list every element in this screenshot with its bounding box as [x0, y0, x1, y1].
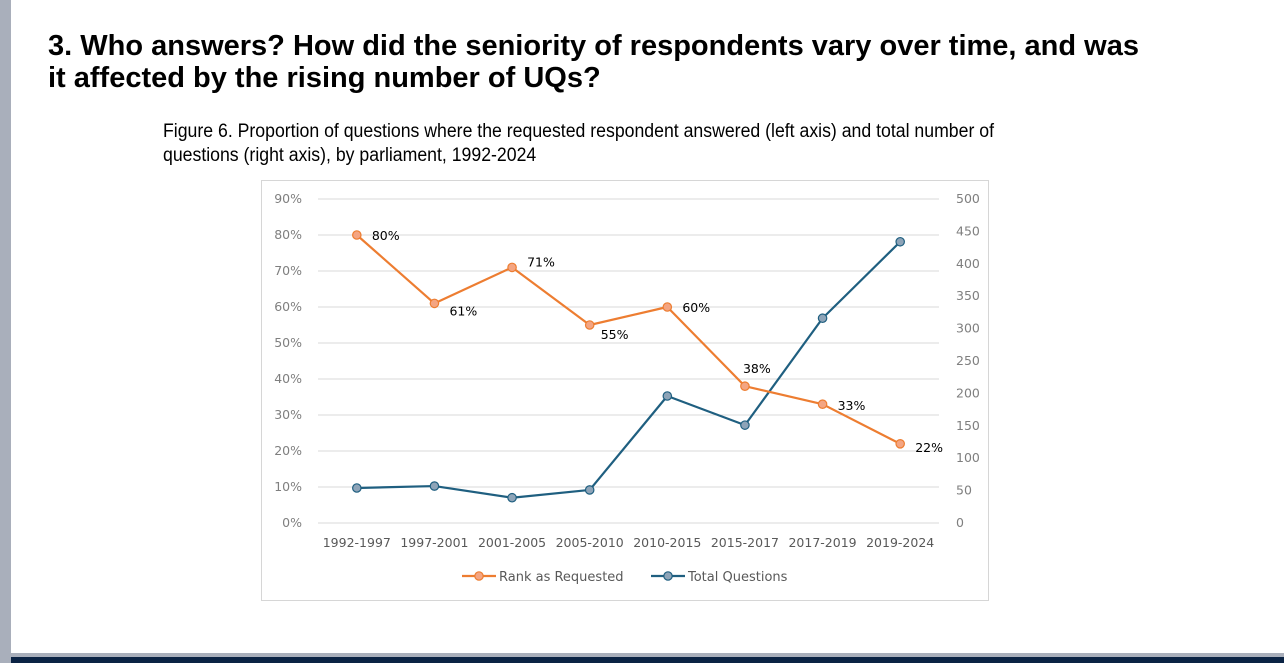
right-axis-tick-label: 400: [956, 256, 980, 271]
right-axis-tick-label: 350: [956, 288, 980, 303]
data-label: 33%: [838, 398, 866, 413]
total-questions-point: [584, 485, 595, 495]
total-questions-point: [662, 391, 673, 401]
total-questions-point: [429, 481, 440, 491]
legend-label: Total Questions: [687, 570, 788, 585]
total-questions-line: [356, 240, 901, 499]
total-questions-point: [352, 483, 362, 493]
legend-marker-icon: [474, 571, 484, 581]
left-axis-tick-label: 30%: [274, 407, 302, 422]
line-chart: 0% 10% 20% 30% 40% 50% 60% 70% 80% 90% 0 50 100 150 2…: [274, 191, 980, 585]
x-axis-tick-label: 2005-2010: [556, 535, 624, 550]
rank-as-requested-point: [507, 262, 517, 273]
left-axis-ticks: 0% 10% 20% 30% 40% 50% 60% 70% 80% 90%: [274, 191, 302, 530]
legend-label: Rank as Requested: [499, 570, 624, 585]
rank-as-requested-point: [895, 438, 905, 449]
left-axis-tick-label: 40%: [274, 371, 302, 386]
series-rank-as-requested: [352, 230, 905, 449]
total-questions-point: [507, 492, 517, 503]
legend-marker-icon: [663, 571, 673, 581]
legend-item-total-questions: Total Questions: [651, 570, 788, 585]
right-axis-tick-label: 500: [956, 191, 980, 206]
total-questions-point: [817, 313, 828, 324]
right-axis-tick-label: 450: [956, 223, 980, 238]
data-label: 55%: [601, 327, 629, 342]
left-axis-tick-label: 50%: [274, 335, 302, 350]
total-questions-point: [740, 420, 750, 430]
right-axis-tick-label: 300: [956, 321, 980, 336]
x-axis-tick-label: 2015-2017: [711, 535, 779, 550]
footer-navy-bar: [11, 657, 1284, 663]
rank-as-requested-point: [352, 230, 362, 240]
x-axis-tick-label: 2017-2019: [788, 535, 856, 550]
data-label: 22%: [915, 440, 943, 455]
left-axis-tick-label: 60%: [274, 299, 302, 314]
rank-as-requested-point: [740, 381, 750, 391]
left-axis-tick-label: 70%: [274, 263, 302, 278]
right-axis-tick-label: 250: [956, 353, 980, 368]
right-axis-tick-label: 50: [956, 483, 972, 498]
data-label: 60%: [682, 300, 710, 315]
rank-as-requested-point: [429, 298, 440, 309]
data-label: 61%: [449, 303, 477, 318]
chart-frame: 0% 10% 20% 30% 40% 50% 60% 70% 80% 90% 0 50 100 150 2…: [261, 180, 989, 601]
total-questions-point: [895, 236, 905, 247]
left-axis-tick-label: 20%: [274, 443, 302, 458]
rank-as-requested-point: [662, 302, 673, 312]
right-axis-ticks: 0 50 100 150 200 250 300 350 400 450 500: [956, 191, 980, 530]
data-label: 80%: [372, 228, 400, 243]
rank-as-requested-line: [356, 234, 901, 445]
x-axis-tick-label: 2019-2024: [866, 535, 934, 550]
x-axis-tick-label: 2001-2005: [478, 535, 546, 550]
footer-grey-bar: [0, 653, 1284, 660]
rank-as-requested-point: [584, 320, 595, 330]
gridlines: [318, 198, 939, 524]
chart-legend: Rank as Requested Total Questions: [462, 570, 788, 585]
x-axis-tick-label: 2010-2015: [633, 535, 701, 550]
legend-item-rank-as-requested: Rank as Requested: [462, 570, 624, 585]
right-axis-tick-label: 100: [956, 450, 980, 465]
right-axis-tick-label: 200: [956, 385, 980, 400]
x-axis-tick-label: 1992-1997: [323, 535, 391, 550]
data-labels: 80% 61% 71% 55% 60% 38% 33% 22%: [372, 228, 943, 455]
series-total-questions: [352, 236, 905, 503]
left-accent-bar: [0, 0, 11, 663]
figure-caption: Figure 6. Proportion of questions where …: [163, 121, 994, 166]
left-axis-tick-label: 0%: [282, 515, 302, 530]
x-axis-tick-label: 1997-2001: [400, 535, 468, 550]
data-label: 38%: [743, 361, 771, 376]
left-axis-tick-label: 90%: [274, 191, 302, 206]
left-axis-tick-label: 80%: [274, 227, 302, 242]
right-axis-tick-label: 0: [956, 515, 964, 530]
right-axis-tick-label: 150: [956, 418, 980, 433]
left-axis-tick-label: 10%: [274, 479, 302, 494]
slide-title: 3. Who answers? How did the seniority of…: [48, 30, 1139, 94]
x-axis-ticks: 1992-1997 1997-2001 2001-2005 2005-2010 2010…: [323, 535, 935, 550]
rank-as-requested-point: [817, 399, 828, 409]
data-label: 71%: [527, 254, 555, 269]
